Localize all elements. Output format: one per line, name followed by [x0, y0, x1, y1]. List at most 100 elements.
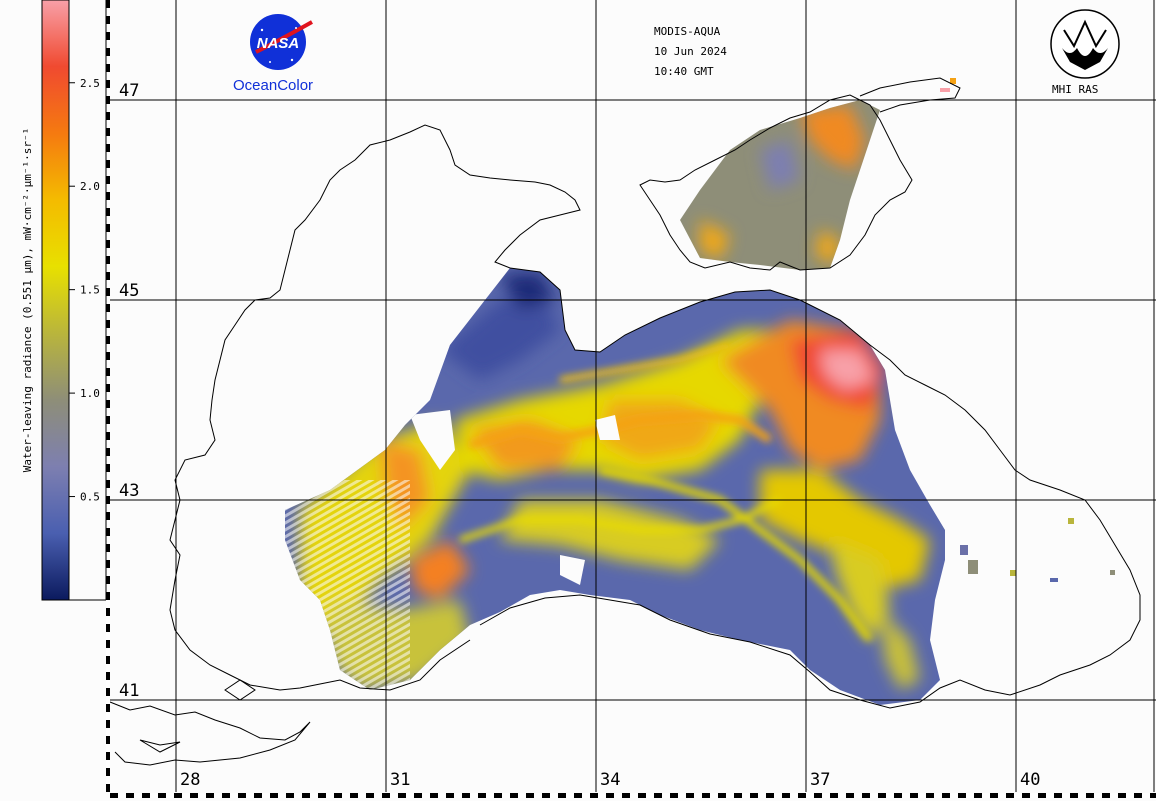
scale-segment: [106, 192, 110, 200]
scale-segment: [106, 312, 110, 320]
scale-segment: [302, 793, 310, 798]
oceancolor-logo-text: OceanColor: [233, 77, 313, 94]
scale-segment: [106, 704, 110, 712]
scale-segment: [106, 560, 110, 568]
scale-segment: [106, 200, 110, 208]
scale-segment: [654, 793, 662, 798]
colorbar-tick-label: 1.0: [80, 387, 100, 400]
scale-segment: [106, 400, 110, 408]
scale-segment: [502, 793, 510, 798]
scale-segment: [134, 793, 142, 798]
scale-segment: [1078, 793, 1086, 798]
scale-segment: [910, 793, 918, 798]
colorbar-tick-label: 1.5: [80, 284, 100, 297]
scale-segment: [622, 793, 630, 798]
azov-radiance-field: [680, 100, 880, 270]
colorbar-tick-label: 2.0: [80, 180, 100, 193]
scale-segment: [106, 768, 110, 776]
scale-segment: [558, 793, 566, 798]
scale-segment: [106, 272, 110, 280]
scale-segment: [106, 120, 110, 128]
scale-segment: [158, 793, 166, 798]
scale-segment: [406, 793, 414, 798]
scale-segment: [106, 232, 110, 240]
scale-segment: [106, 72, 110, 80]
scale-segment: [438, 793, 446, 798]
scale-segment: [106, 600, 110, 608]
nasa-logo: NASA: [250, 14, 313, 70]
scale-segment: [106, 488, 110, 496]
scale-segment: [990, 793, 998, 798]
scale-segment: [862, 793, 870, 798]
scale-segment: [106, 336, 110, 344]
scale-segment: [1030, 793, 1038, 798]
scale-segment: [590, 793, 598, 798]
lon-label-28: 28: [180, 770, 200, 790]
scale-segment: [942, 793, 950, 798]
scale-segment: [106, 608, 110, 616]
scale-segment: [878, 793, 886, 798]
lon-label-37: 37: [810, 770, 830, 790]
scale-segment: [870, 793, 878, 798]
scale-segment: [430, 793, 438, 798]
scale-segment: [106, 424, 110, 432]
scale-segment: [854, 793, 862, 798]
scale-segment: [106, 352, 110, 360]
scale-segment: [106, 240, 110, 248]
scale-segment: [106, 408, 110, 416]
scale-segment: [1142, 793, 1150, 798]
lon-label-31: 31: [390, 770, 410, 790]
scale-segment: [106, 576, 110, 584]
scale-segment: [106, 592, 110, 600]
scale-segment: [542, 793, 550, 798]
scale-segment: [106, 136, 110, 144]
scale-segment: [106, 384, 110, 392]
scale-segment: [106, 184, 110, 192]
scale-segment: [106, 0, 110, 8]
scale-segment: [142, 793, 150, 798]
scale-segment: [478, 793, 486, 798]
scale-segment: [566, 793, 574, 798]
sensor-label: MODIS-AQUA: [654, 25, 721, 38]
east-scatter-pixels: [940, 78, 1115, 582]
coastline: [109, 77, 1141, 766]
scale-segment: [106, 24, 110, 32]
scale-segment: [286, 793, 294, 798]
scale-segment: [106, 776, 110, 784]
scale-segment: [838, 793, 846, 798]
scale-segment: [106, 112, 110, 120]
scale-segment: [998, 793, 1006, 798]
scale-segment: [934, 793, 942, 798]
scale-segment: [106, 520, 110, 528]
scale-segment: [106, 744, 110, 752]
scale-segment: [414, 793, 422, 798]
scale-segment: [462, 793, 470, 798]
colorbar-title: Water-leaving radiance (0.551 µm), mW·cm…: [21, 128, 34, 472]
scale-segment: [806, 793, 814, 798]
scale-segment: [106, 736, 110, 744]
scale-segment: [106, 432, 110, 440]
scale-segment: [106, 144, 110, 152]
scale-segment: [270, 793, 278, 798]
scale-segment: [950, 793, 958, 798]
scale-segment: [398, 793, 406, 798]
scale-segment: [106, 256, 110, 264]
scale-segment: [174, 793, 182, 798]
scale-segment: [106, 392, 110, 400]
scale-segment: [550, 793, 558, 798]
scale-segment: [470, 793, 478, 798]
scale-segment: [518, 793, 526, 798]
scale-segment: [106, 632, 110, 640]
scale-segment: [106, 64, 110, 72]
scale-segment: [782, 793, 790, 798]
scale-segment: [598, 793, 606, 798]
scale-segment: [1150, 793, 1156, 798]
scale-segment: [106, 544, 110, 552]
bottom-scale-bar: [110, 793, 1156, 798]
colorbar-tick-label: 0.5: [80, 491, 100, 504]
scale-segment: [106, 448, 110, 456]
scale-segment: [686, 793, 694, 798]
scale-segment: [106, 8, 110, 16]
scale-segment: [1126, 793, 1134, 798]
scale-segment: [382, 793, 390, 798]
